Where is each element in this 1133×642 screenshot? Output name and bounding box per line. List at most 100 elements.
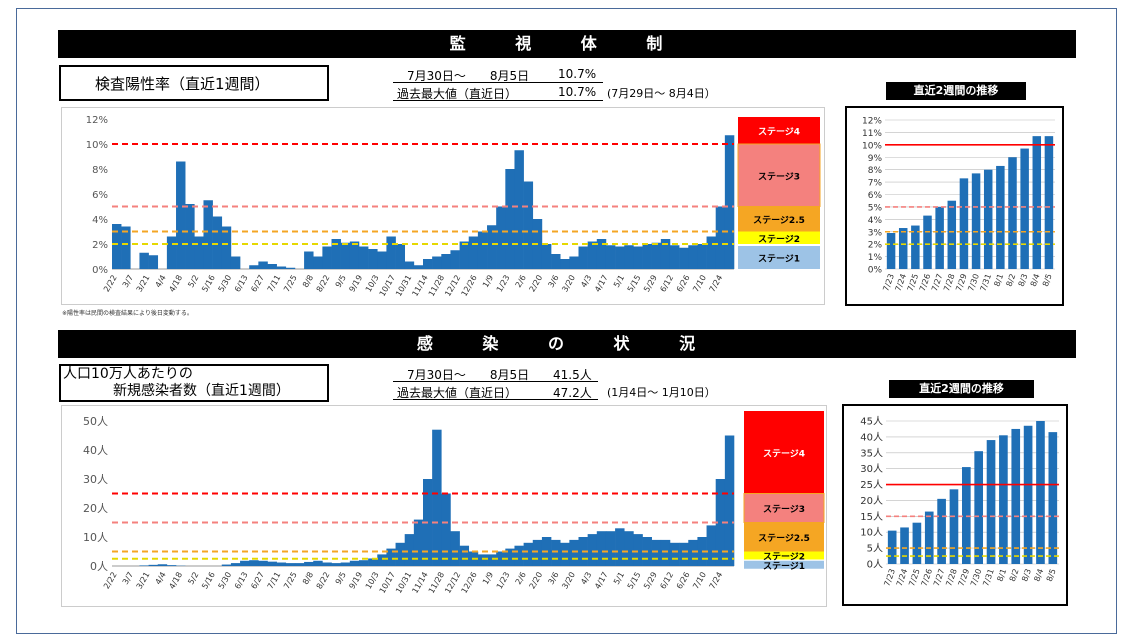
data-bar — [697, 244, 707, 269]
data-bar — [715, 479, 726, 566]
cases-title-box: 人口10万人あたりの 新規感染者数（直近1週間） — [59, 364, 329, 402]
x-tick-label: 8/5 — [1041, 273, 1054, 288]
data-bar — [660, 239, 671, 269]
data-bar — [313, 256, 323, 269]
trend-bar — [959, 178, 969, 269]
y-tick-label: 4% — [92, 215, 108, 226]
max-date: (7月29日～ 8月4日） — [607, 87, 716, 100]
x-tick-label: 9/19 — [347, 571, 364, 591]
y-tick-label: 50人 — [83, 415, 108, 428]
x-tick-label: 4/4 — [154, 274, 168, 290]
data-bar — [514, 545, 524, 566]
trend-bar — [947, 200, 957, 269]
data-bar — [596, 531, 607, 566]
data-bar — [304, 561, 314, 566]
x-tick-label: 5/15 — [626, 274, 643, 294]
y-tick-label: 8% — [868, 166, 883, 176]
x-tick-label: 1/9 — [481, 274, 495, 290]
data-bar — [148, 564, 159, 566]
x-tick-label: 9/5 — [334, 274, 348, 290]
data-bar — [368, 558, 378, 566]
x-tick-label: 8/2 — [1008, 568, 1021, 583]
x-tick-label: 8/3 — [1020, 568, 1033, 583]
data-bar — [660, 539, 671, 566]
x-tick-label: 5/2 — [186, 571, 200, 587]
positivity-chart-panel: 0% 2% 4% 6% 8% 10% 12% 2/22 3/7 3/21 4/4 4/18 5/2 5/1… — [61, 107, 825, 305]
data-bar — [560, 259, 570, 269]
data-bar — [477, 231, 488, 269]
data-bar — [724, 435, 735, 566]
x-tick-label: 3/20 — [560, 274, 577, 294]
data-bar — [615, 246, 625, 269]
data-bar — [331, 239, 341, 269]
max-label: 過去最大値（直近日） — [397, 87, 518, 101]
stage-block — [738, 246, 820, 269]
data-bar — [194, 236, 204, 269]
x-tick-label: 6/27 — [249, 571, 266, 591]
x-tick-label: 3/6 — [546, 571, 560, 587]
x-tick-label: 8/1 — [995, 568, 1008, 583]
data-bar — [651, 242, 662, 269]
y-tick-label: 0% — [92, 265, 108, 276]
y-tick-label: 40人 — [860, 431, 883, 443]
x-tick-label: 7/11 — [266, 571, 283, 591]
y-tick-label: 25人 — [860, 479, 883, 491]
data-bar — [487, 225, 497, 269]
cases-trend-title: 直近2週間の推移 — [889, 380, 1034, 398]
data-bar — [441, 254, 451, 269]
x-tick-label: 4/18 — [167, 274, 184, 294]
data-bar — [395, 244, 406, 269]
trend-bar — [996, 165, 1005, 269]
x-tick-label: 7/24 — [708, 274, 725, 294]
data-bar — [587, 241, 598, 269]
data-bar — [258, 560, 268, 566]
x-tick-label: 6/26 — [675, 571, 692, 591]
data-bar — [386, 236, 396, 269]
data-bar — [358, 246, 369, 269]
stage-block — [744, 411, 824, 494]
data-bar — [441, 493, 451, 566]
cases-period-label: 7月30日～ 8月5日 — [407, 368, 530, 382]
y-tick-label: 30人 — [860, 463, 883, 475]
data-bar — [285, 563, 296, 566]
y-tick-label: 35人 — [860, 447, 883, 459]
stage-label: ステージ4 — [758, 127, 800, 138]
x-tick-label: 9/19 — [347, 274, 364, 294]
data-bar — [313, 560, 323, 566]
data-bar — [624, 245, 634, 269]
data-bar — [386, 548, 396, 566]
data-bar — [294, 563, 305, 566]
data-bar — [358, 560, 369, 566]
cases-trend-panel: 0人 5人 10人 15人 20人 25人 30人 35人 40人 45人 7/23 7/24 7/25… — [842, 404, 1068, 606]
x-tick-label: 2/6 — [514, 274, 528, 290]
trend-bar — [1044, 136, 1054, 269]
y-tick-label: 20人 — [83, 502, 108, 515]
y-tick-label: 0人 — [90, 560, 108, 573]
x-tick-label: 8/8 — [301, 274, 315, 290]
data-bar — [459, 545, 470, 566]
data-bar — [496, 551, 506, 566]
y-tick-label: 5人 — [867, 543, 883, 555]
data-bar — [285, 267, 296, 269]
x-tick-label: 7/10 — [691, 274, 708, 294]
data-bar — [423, 259, 433, 269]
trend-bar — [900, 527, 909, 564]
x-tick-label: 10/3 — [364, 274, 381, 294]
cases-chart-panel: 0人 10人 20人 30人 40人 50人 2/22 3/7 3/21 4/4 4/18 5/2 5/… — [61, 405, 827, 607]
data-bar — [505, 169, 515, 269]
data-bar — [578, 246, 588, 269]
x-tick-label: 8/8 — [301, 571, 315, 587]
section-banner-infection: 感 染 の 状 況 — [58, 330, 1076, 358]
cases-max-label: 過去最大値（直近日） — [397, 386, 518, 400]
x-tick-label: 1/23 — [495, 571, 512, 591]
stage-block — [738, 206, 820, 232]
x-tick-label: 7/24 — [708, 571, 725, 591]
positivity-title: 検査陽性率（直近1週間） — [95, 75, 270, 93]
y-tick-label: 1% — [868, 253, 883, 263]
x-tick-label: 5/29 — [642, 274, 659, 294]
y-tick-label: 12% — [86, 115, 108, 126]
data-bar — [523, 181, 534, 269]
y-tick-label: 9% — [868, 154, 883, 164]
cases-title-line1: 人口10万人あたりの — [63, 366, 193, 382]
